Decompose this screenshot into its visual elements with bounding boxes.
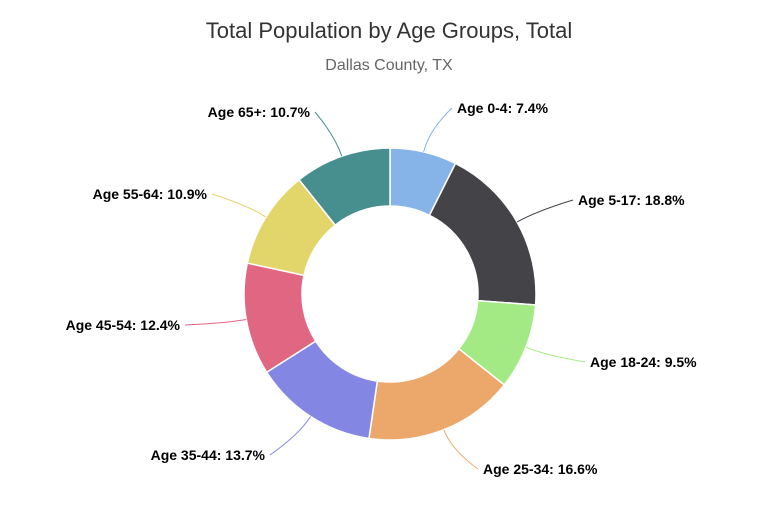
- label-connector: [516, 199, 574, 223]
- label-connector: [525, 346, 586, 363]
- data-label: Age 55-64: 10.9%: [93, 186, 208, 202]
- data-label: Age 25-34: 16.6%: [483, 461, 598, 477]
- label-connector: [211, 193, 267, 218]
- slice-age-65-[interactable]: [298, 147, 391, 227]
- label-connector: [423, 107, 453, 153]
- data-label: Age 65+: 10.7%: [208, 104, 311, 120]
- chart-subtitle: Dallas County, TX: [325, 57, 453, 74]
- data-label: Age 5-17: 18.8%: [578, 192, 685, 208]
- data-label: Age 0-4: 7.4%: [457, 100, 549, 116]
- chart-title: Total Population by Age Groups, Total: [206, 18, 573, 43]
- label-connector: [443, 429, 479, 470]
- data-label: Age 45-54: 12.4%: [66, 317, 181, 333]
- label-connector: [314, 111, 343, 157]
- slice-age-5-17[interactable]: [428, 162, 537, 306]
- data-label: Age 35-44: 13.7%: [151, 447, 266, 463]
- label-connector: [269, 416, 312, 456]
- label-connector: [184, 319, 247, 326]
- data-label: Age 18-24: 9.5%: [590, 354, 697, 370]
